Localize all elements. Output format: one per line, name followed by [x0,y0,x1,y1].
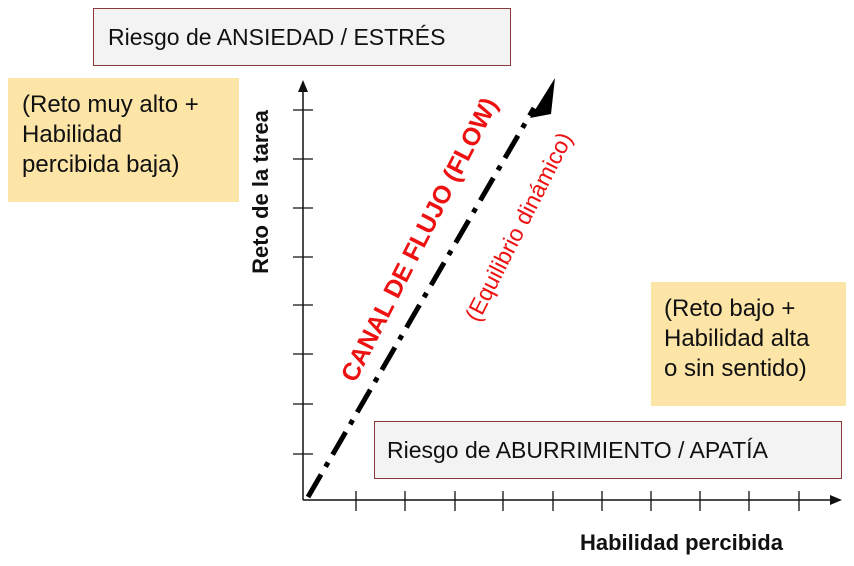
flow-channel-arrowhead [530,78,555,118]
x-axis-label: Habilidad percibida [580,530,783,555]
y-axis-ticks [293,109,313,455]
low-challenge-line-3: o sin sentido) [664,355,807,382]
boredom-zone-box: Riesgo de ABURRIMIENTO / APATÍA [374,421,842,479]
high-challenge-line-3: percibida baja) [22,151,180,178]
flow-channel-line [305,106,537,499]
anxiety-zone-box: Riesgo de ANSIEDAD / ESTRÉS [93,8,511,66]
boredom-zone-label: Riesgo de ABURRIMIENTO / APATÍA [387,436,768,463]
low-challenge-line-2: Habilidad alta [664,325,810,352]
x-axis-ticks [355,491,800,511]
y-axis-label: Reto de la tarea [248,110,273,274]
high-challenge-line-2: Habilidad [22,121,123,148]
low-challenge-line-1: (Reto bajo + [664,295,796,322]
low-challenge-note: (Reto bajo + Habilidad alta o sin sentid… [651,282,846,406]
high-challenge-note: (Reto muy alto + Habilidad percibida baj… [8,78,239,202]
anxiety-zone-label: Riesgo de ANSIEDAD / ESTRÉS [108,23,446,50]
high-challenge-line-1: (Reto muy alto + [22,91,199,118]
